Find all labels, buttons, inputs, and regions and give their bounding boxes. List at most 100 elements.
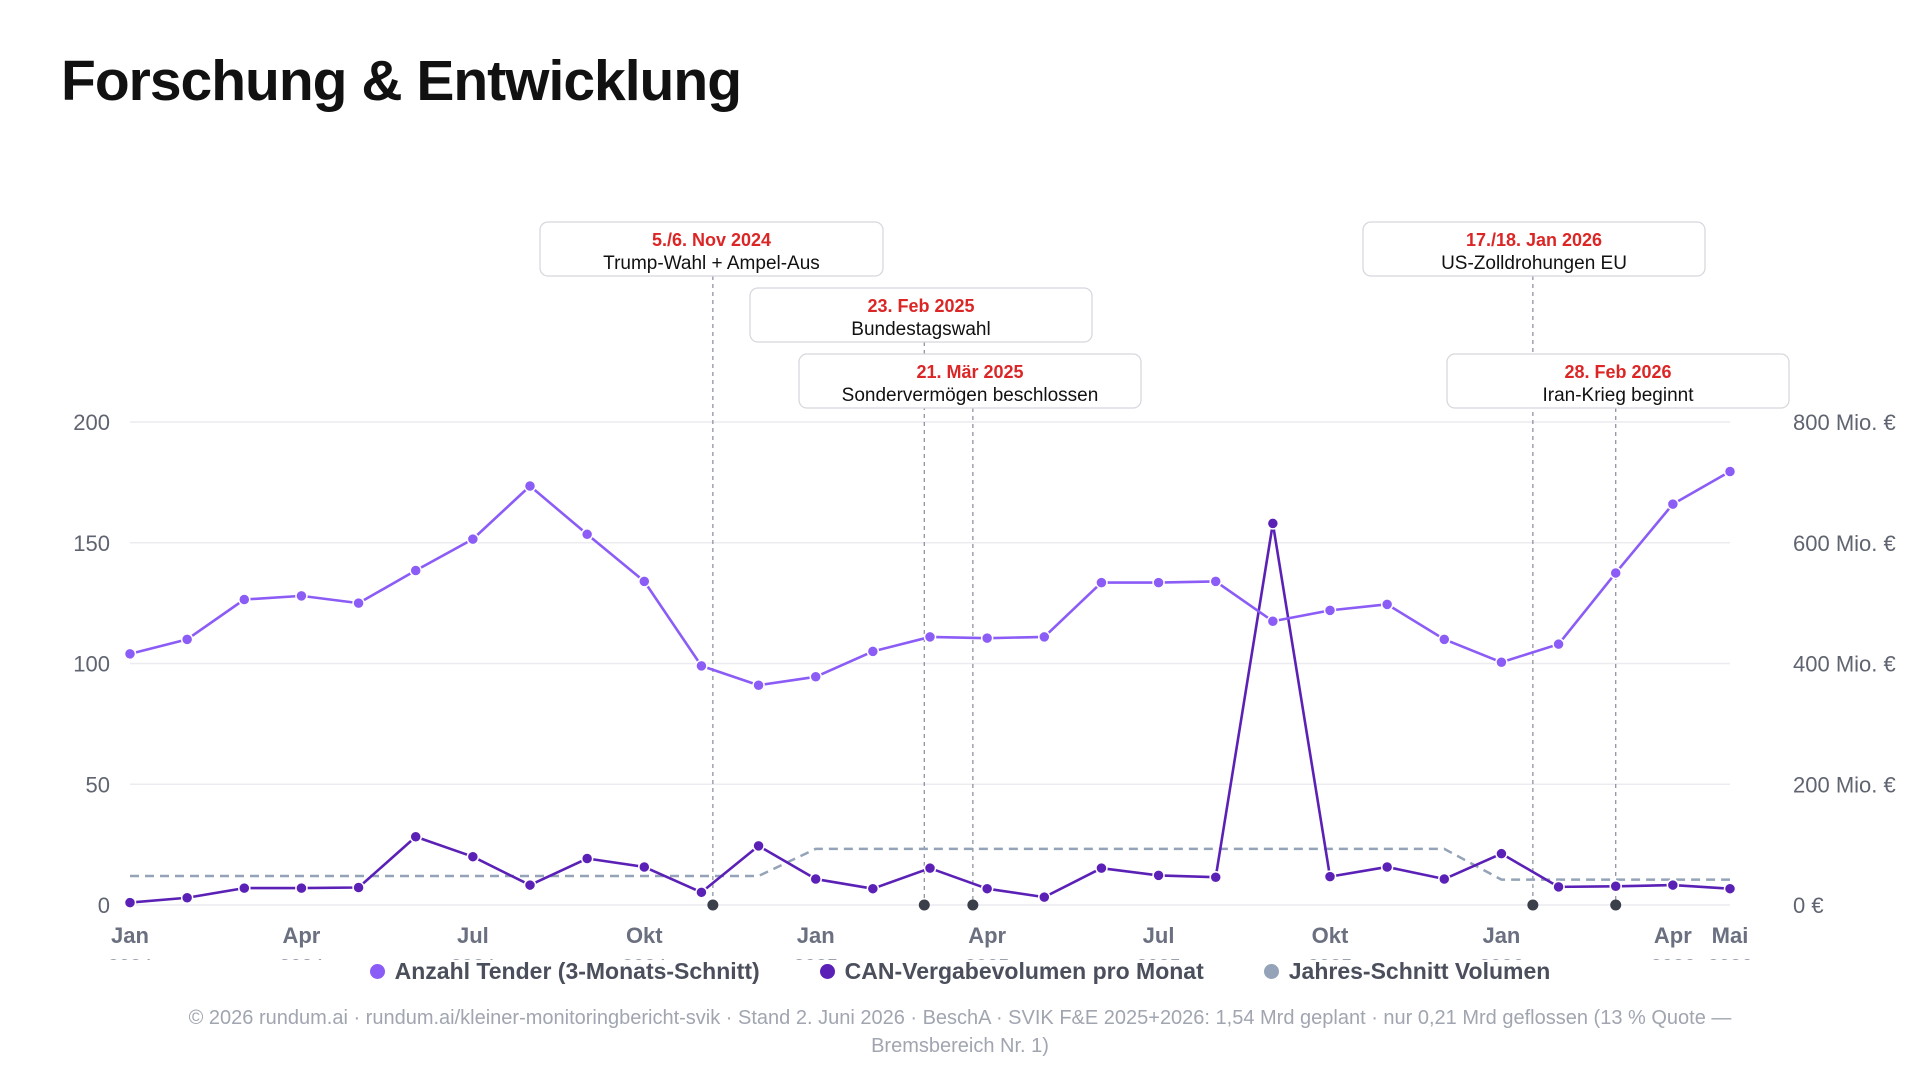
x-tick-year-label: 2026 [1708,956,1753,960]
x-tick-month-label: Jan [1482,923,1520,948]
annotation-label: Sondervermögen beschlossen [842,385,1099,406]
volume-point [466,850,480,863]
x-tick-year-label: 2026 [1651,956,1696,960]
y-right-tick-label: 200 Mio. € [1793,772,1896,797]
annotation-date: 23. Feb 2025 [867,296,974,316]
legend: Anzahl Tender (3-Monats-Schnitt) CAN-Ver… [0,958,1920,985]
tender-point [409,564,422,577]
tender-point [1380,598,1394,611]
tender-point [466,532,480,546]
volume-point [1266,517,1280,530]
footer-source: © 2026 rundum.ai · rundum.ai/kleiner-mon… [188,1007,1732,1057]
x-tick-month-label: Jan [797,923,835,948]
annotation-marker [1527,899,1539,911]
volume-point [352,881,365,894]
volume-point [295,881,308,895]
tender-point [809,670,822,684]
y-left-tick-label: 50 [86,772,110,797]
annotation-boxes: 5./6. Nov 2024 Trump-Wahl + Ampel-Aus 23. … [539,221,1790,409]
x-tick-month-label: Jul [1143,923,1175,948]
x-tick-year-label: 2024 [451,956,496,960]
tender-point [752,678,765,692]
volume-point [180,891,194,905]
series-volume-line [129,522,1731,904]
volume-point [923,861,937,875]
tender-point [1495,656,1508,669]
volume-point [1495,847,1508,860]
legend-label-avg: Jahres-Schnitt Volumen [1288,958,1551,984]
annotation-label: Bundestagswahl [851,319,990,340]
tender-point [638,575,651,588]
tender-point [923,630,937,644]
x-tick-year-label: 2024 [622,956,667,960]
annotation-marker [918,899,930,911]
volume-point [238,881,251,895]
volume-point [1438,872,1451,886]
volume-point [1209,870,1222,884]
volume-point [1095,861,1108,875]
tender-point [1323,604,1337,617]
volume-point [866,882,880,895]
tender-point [523,479,537,493]
x-tick-year-label: 2025 [1308,956,1353,960]
volume-point [752,839,765,853]
volume-point [1038,890,1051,904]
x-tick-year-label: 2025 [965,956,1010,960]
legend-item-tender[interactable]: Anzahl Tender (3-Monats-Schnitt) [369,958,760,985]
tender-point [1038,630,1051,644]
volume-point [1723,882,1737,895]
tender-point [1666,497,1680,511]
y-left-tick-label: 200 [73,410,110,435]
tender-point [352,596,365,610]
tender-point [1266,614,1280,628]
annotation-marker [707,899,719,911]
series-avg-line [130,847,1730,881]
x-tick-month-label: Okt [1312,923,1349,948]
volume-point [1552,880,1565,894]
series-tender-line [129,470,1731,687]
y-axis-left: 0 50 100 150 200 [73,410,110,918]
tender-point [1152,576,1165,589]
volume-point [1609,880,1622,893]
series-layer [123,465,1737,909]
x-tick-year-label: 2025 [793,956,838,960]
volume-point [409,830,422,844]
annotation-label: Iran-Krieg beginnt [1542,385,1694,406]
x-axis: Jan 2024 Apr 2024 Jul 2024 Okt 2024 Jan 2025 Apr 20… [108,923,1753,960]
legend-item-volume[interactable]: CAN-Vergabevolumen pro Monat [819,958,1204,985]
tender-point [1438,633,1451,646]
annotation-label: Trump-Wahl + Ampel-Aus [603,253,820,274]
x-tick-month-label: Apr [1654,923,1692,948]
annotation-date: 17./18. Jan 2026 [1466,230,1602,250]
tender-point [866,645,880,658]
tender-point [180,633,194,646]
volume-point [1152,869,1165,882]
legend-swatch-volume [819,964,835,979]
tender-point [580,528,594,541]
tender-point [695,659,708,673]
tender-point [295,589,308,603]
volume-point [809,872,822,886]
y-axis-right: 0 € 200 Mio. € 400 Mio. € 600 Mio. € 800 Mio… [1793,410,1896,918]
y-left-tick-label: 0 [98,893,110,918]
x-tick-year-label: 2024 [279,956,324,960]
x-tick-month-label: Mai [1712,923,1749,948]
legend-item-avg[interactable]: Jahres-Schnitt Volumen [1263,958,1551,985]
chart-area: 0 50 100 150 200 0 € 200 Mio. € 400 Mio. € 600 … [73,221,1896,960]
legend-swatch-tender [369,964,385,979]
annotation-date: 5./6. Nov 2024 [652,230,771,250]
annotation-date: 21. Mär 2025 [916,362,1023,382]
annotation-marker [967,899,979,911]
y-left-tick-label: 100 [73,652,110,677]
volume-point [980,882,994,895]
gridlines [130,421,1730,906]
volume-point [1666,878,1680,892]
annotation-box [1446,353,1790,409]
volume-point [123,896,137,909]
x-tick-year-label: 2025 [1136,956,1181,960]
y-left-tick-label: 150 [73,531,110,556]
x-tick-month-label: Jan [111,923,149,948]
annotation-marker [1610,899,1622,911]
volume-point [638,860,651,874]
page-title: Forschung & Entwicklung [61,49,742,113]
